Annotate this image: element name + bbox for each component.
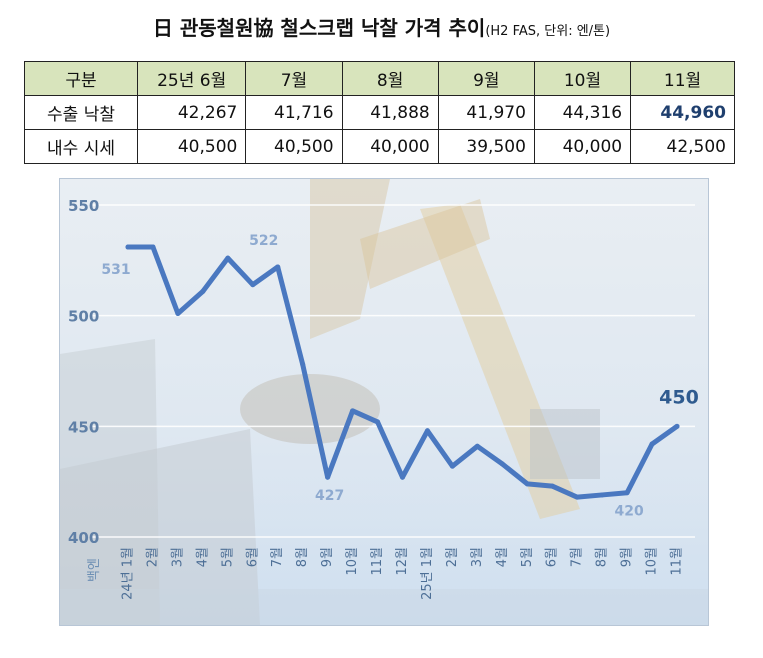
x-tick-label: 4월: [495, 547, 510, 567]
row-label: 수출 낙찰: [24, 95, 138, 130]
data-point: [449, 463, 455, 469]
x-tick-label: 4월: [195, 547, 210, 567]
x-tick-label: 3월: [170, 547, 185, 567]
x-tick-label: 8월: [295, 547, 310, 567]
table-header-row: 구분 25년 6월 7월 8월 9월 10월 11월: [24, 61, 735, 96]
title-subtitle: (H2 FAS, 단위: 엔/톤): [485, 24, 611, 39]
data-labels: 531 522 427 420 450: [101, 233, 698, 520]
data-point: [125, 244, 131, 250]
table-cell: 42,267: [136, 95, 247, 130]
table-header: 11월: [630, 61, 735, 96]
chart-panel: 400 450 500 550 24년 1월 2월 3월 4월 5월 6월 7월 8월 9월 10월 11…: [59, 178, 709, 626]
data-point: [499, 461, 505, 467]
data-point: [524, 481, 530, 487]
x-tick-label: 11월: [670, 547, 685, 576]
title-main: 日 관동철원協 철스크랩 낙찰 가격 추이: [152, 16, 486, 40]
data-label: 427: [315, 488, 344, 504]
x-tick-label: 9월: [620, 547, 635, 567]
data-point: [424, 428, 430, 434]
x-axis-ticks: 24년 1월 2월 3월 4월 5월 6월 7월 8월 9월 10월 11월 12월 25년 1월 2월 3…: [121, 547, 685, 600]
x-tick-label: 12월: [395, 547, 410, 576]
data-point: [624, 490, 630, 496]
data-point: [225, 255, 231, 261]
x-tick-label: 7월: [570, 547, 585, 567]
table-cell: 41,716: [245, 95, 343, 130]
table-cell: 41,970: [437, 95, 535, 130]
x-tick-label: 5월: [220, 547, 235, 567]
table-header: 7월: [245, 61, 343, 96]
data-point: [250, 282, 256, 288]
table-cell: 42,500: [630, 129, 735, 164]
data-point: [175, 310, 181, 316]
x-tick-label: 2월: [445, 547, 460, 567]
x-tick-label: 5월: [520, 547, 535, 567]
table-cell: 40,500: [136, 129, 247, 164]
data-point: [350, 408, 356, 414]
price-table: 구분 25년 6월 7월 8월 9월 10월 11월 수출 낙찰 42,267 …: [24, 61, 735, 164]
data-point: [474, 443, 480, 449]
table-cell: 40,000: [341, 129, 439, 164]
table-header: 10월: [533, 61, 632, 96]
data-label: 522: [249, 233, 278, 249]
table-cell-highlight: 44,960: [630, 95, 735, 130]
data-point: [649, 441, 655, 447]
x-tick-label: 8월: [595, 547, 610, 567]
y-axis-label: 백엔: [87, 558, 102, 582]
table-row: 수출 낙찰 42,267 41,716 41,888 41,970 44,316…: [24, 95, 735, 130]
data-point: [325, 474, 331, 480]
y-tick-label: 550: [68, 197, 99, 215]
table-header: 구분: [24, 61, 138, 96]
data-point: [674, 423, 680, 429]
data-label: 420: [614, 504, 643, 520]
table-header: 9월: [437, 61, 535, 96]
x-tick-label: 6월: [245, 547, 260, 567]
table-header: 8월: [341, 61, 439, 96]
table-cell: 44,316: [533, 95, 632, 130]
x-tick-label: 10월: [645, 547, 660, 576]
x-tick-label: 11월: [370, 547, 385, 576]
data-point: [549, 483, 555, 489]
table-cell: 39,500: [437, 129, 535, 164]
data-point: [574, 494, 580, 500]
x-tick-label: 25년 1월: [420, 547, 435, 600]
x-tick-label: 10월: [345, 547, 360, 576]
table-cell: 40,500: [245, 129, 343, 164]
y-axis-ticks: 400 450 500 550: [68, 197, 99, 547]
table-row: 내수 시세 40,500 40,500 40,000 39,500 40,000…: [24, 129, 735, 164]
row-label: 내수 시세: [24, 129, 138, 164]
y-tick-label: 400: [68, 529, 99, 547]
y-tick-label: 500: [68, 308, 99, 326]
x-tick-label: 2월: [145, 547, 160, 567]
line-chart: 400 450 500 550 24년 1월 2월 3월 4월 5월 6월 7월 8월 9월 10월 11…: [60, 179, 708, 625]
table-header: 25년 6월: [136, 61, 247, 96]
x-tick-label: 3월: [470, 547, 485, 567]
series: [125, 244, 680, 500]
x-tick-label: 24년 1월: [121, 547, 136, 600]
data-label: 450: [659, 386, 699, 408]
data-point: [400, 474, 405, 480]
data-point: [275, 264, 281, 270]
y-tick-label: 450: [68, 418, 99, 436]
data-point: [599, 492, 605, 498]
x-tick-label: 9월: [320, 547, 335, 567]
data-point: [300, 361, 306, 367]
data-point: [375, 419, 381, 425]
data-point: [150, 244, 156, 250]
x-tick-label: 7월: [270, 547, 285, 567]
chart-title: 日 관동철원協 철스크랩 낙찰 가격 추이(H2 FAS, 단위: 엔/톤): [0, 12, 763, 41]
gridlines: [92, 204, 695, 538]
x-tick-label: 6월: [545, 547, 560, 567]
table-cell: 40,000: [533, 129, 632, 164]
data-point: [200, 288, 206, 294]
data-label: 531: [101, 262, 130, 278]
table-cell: 41,888: [341, 95, 439, 130]
